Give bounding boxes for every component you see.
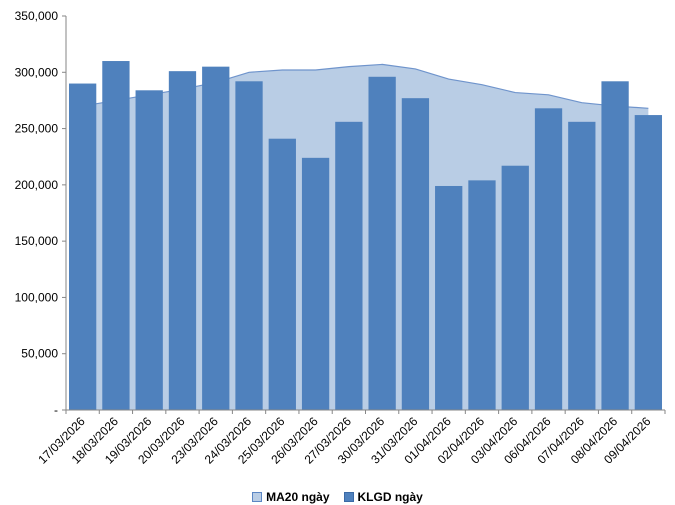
klgd-bar xyxy=(368,76,396,410)
legend-label-klgd: KLGD ngày xyxy=(357,490,423,504)
ma20-area xyxy=(82,64,649,411)
klgd-bar-layer xyxy=(68,61,663,411)
chart-svg: - 50,000 100,000 150,000 200,000 250,000 300,0… xyxy=(15,9,666,467)
y-tick-label: 200,000 xyxy=(15,178,59,192)
y-tick-label: 300,000 xyxy=(15,65,59,79)
klgd-bar xyxy=(501,165,529,410)
klgd-bar xyxy=(168,71,197,410)
klgd-bar xyxy=(435,185,463,410)
legend-item-ma20: MA20 ngày xyxy=(252,490,330,504)
klgd-bar xyxy=(202,66,230,411)
legend-swatch-klgd xyxy=(343,492,354,502)
y-tick-label: 350,000 xyxy=(15,9,59,23)
legend: MA20 ngày KLGD ngày xyxy=(0,489,675,505)
legend-label-ma20: MA20 ngày xyxy=(266,490,330,504)
klgd-bar xyxy=(401,98,430,411)
legend-swatch-ma20 xyxy=(252,492,263,502)
ma20-area-layer xyxy=(82,63,649,411)
klgd-bar xyxy=(634,115,663,410)
y-tick-label: 150,000 xyxy=(15,234,59,248)
klgd-bar xyxy=(534,108,563,411)
klgd-bar xyxy=(468,180,496,410)
klgd-bar xyxy=(268,138,296,410)
y-tick-label: 250,000 xyxy=(15,122,59,136)
y-tick-label: - xyxy=(54,403,58,417)
klgd-bar xyxy=(68,83,97,411)
klgd-bar xyxy=(601,81,629,410)
y-tick-label: 50,000 xyxy=(21,347,58,361)
klgd-bar xyxy=(135,90,163,410)
klgd-bar xyxy=(335,121,363,411)
klgd-bar xyxy=(235,81,263,410)
legend-item-klgd: KLGD ngày xyxy=(343,490,423,504)
klgd-bar xyxy=(568,121,596,411)
klgd-bar xyxy=(102,61,130,411)
klgd-bar xyxy=(301,157,330,410)
y-tick-label: 100,000 xyxy=(15,290,59,304)
